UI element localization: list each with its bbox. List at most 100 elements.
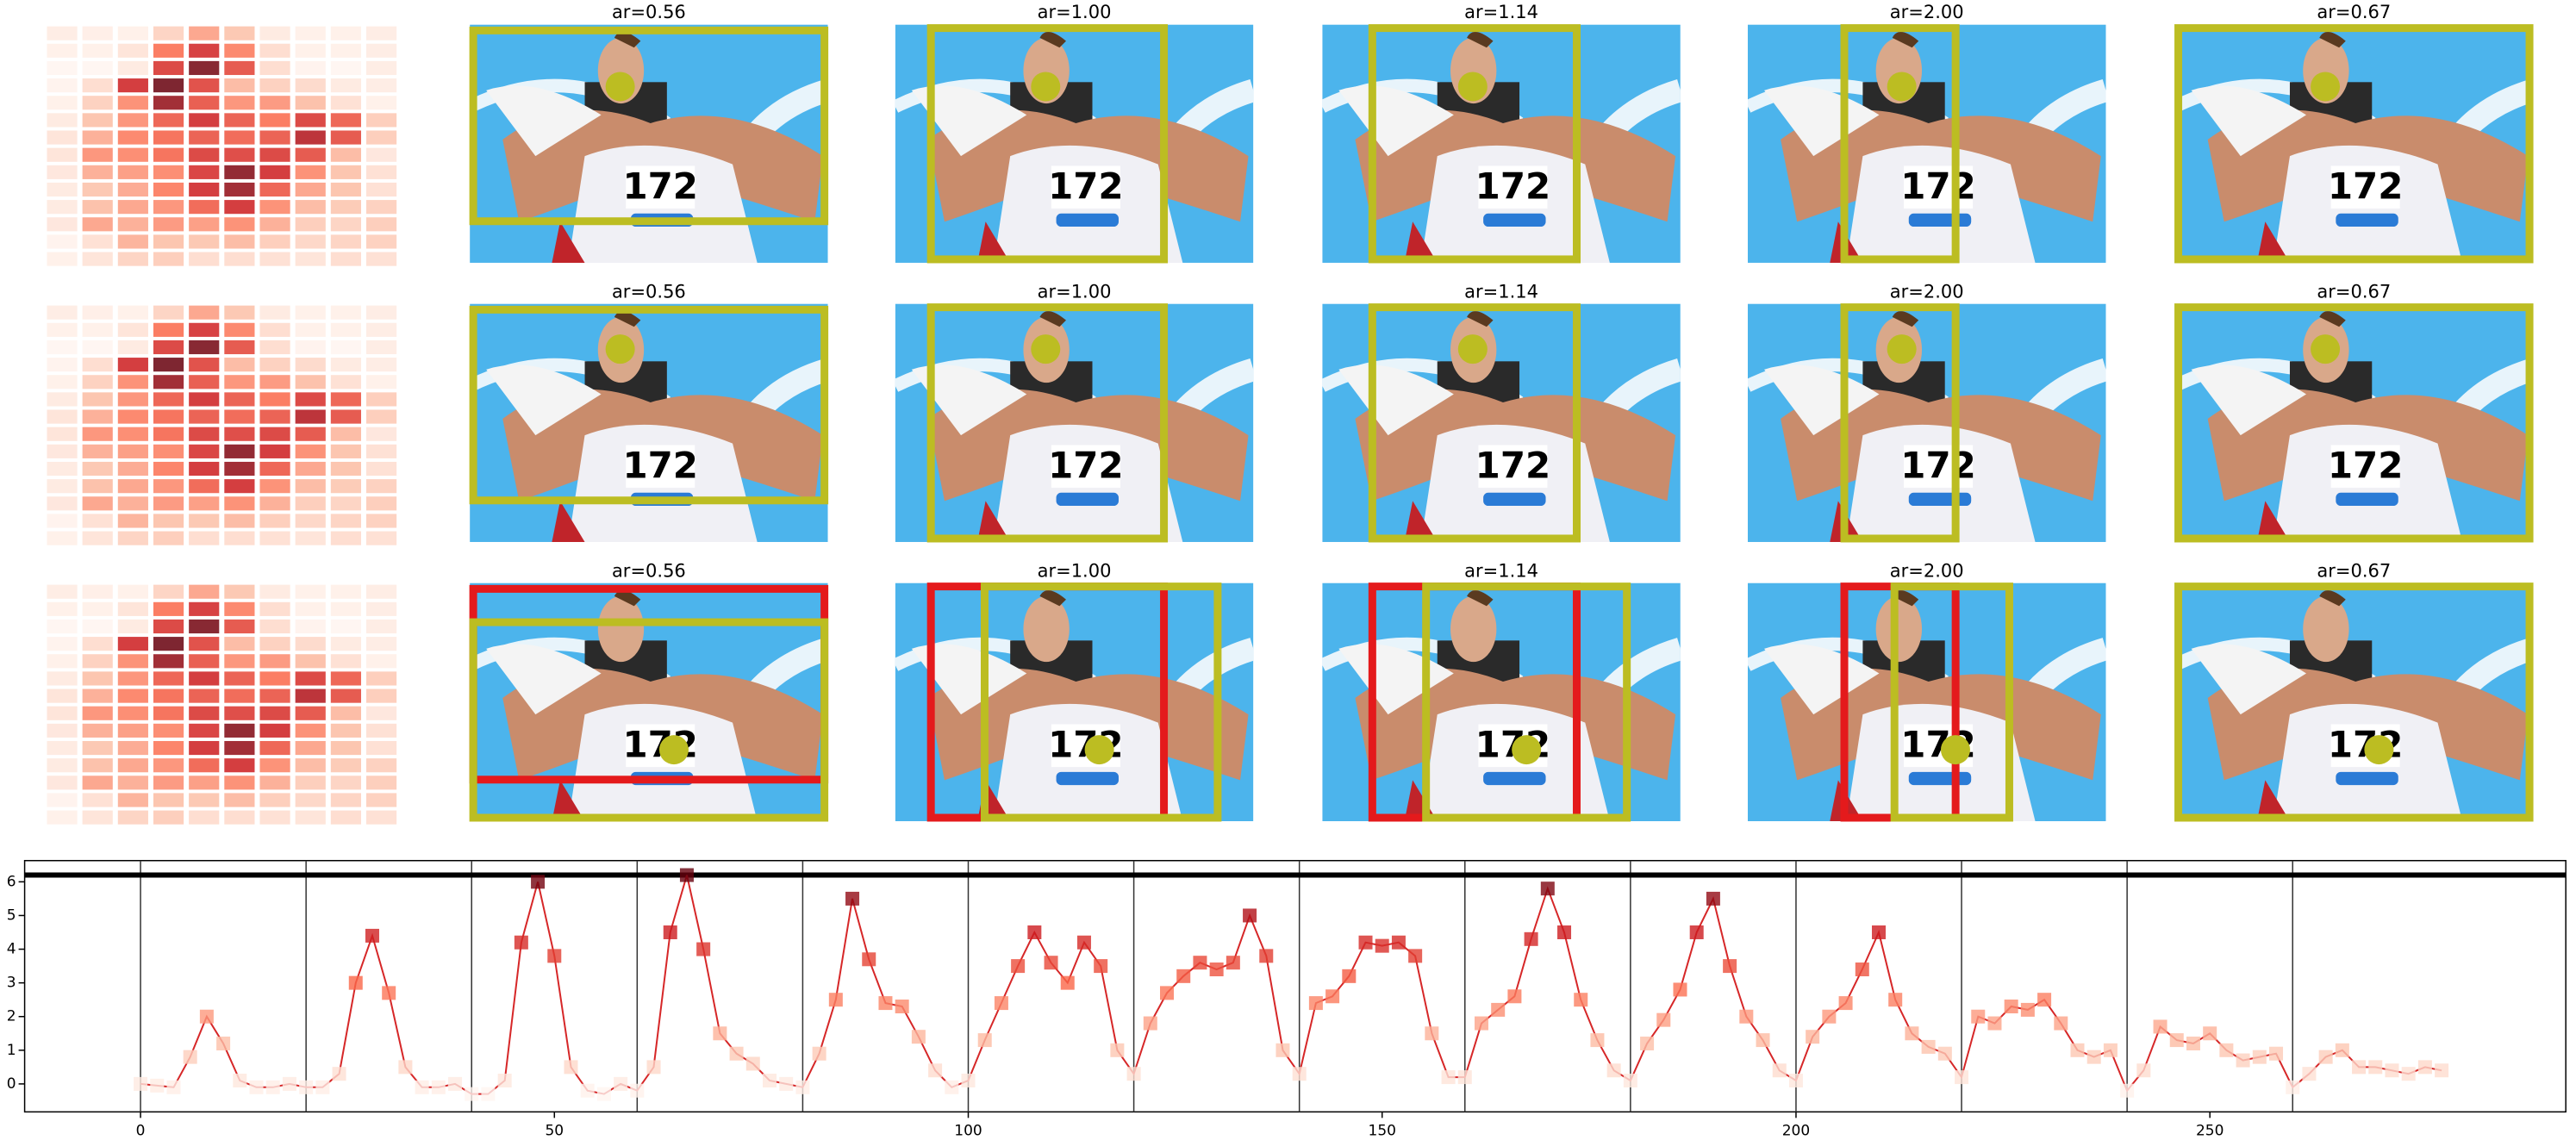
panel-title: ar=0.56 bbox=[612, 2, 686, 22]
heatmap-cell bbox=[330, 740, 361, 756]
heatmap-cell bbox=[259, 130, 290, 145]
point-marker bbox=[1457, 72, 1488, 102]
data-point bbox=[1689, 925, 1704, 940]
heatmap-cell bbox=[189, 479, 220, 494]
point-marker bbox=[1512, 735, 1542, 765]
heatmap-cell bbox=[153, 182, 184, 197]
heatmap-cell bbox=[47, 340, 78, 355]
heatmap-cell bbox=[365, 584, 397, 599]
data-point bbox=[1474, 1016, 1488, 1031]
heatmap-cell bbox=[259, 601, 290, 616]
data-point bbox=[1143, 1016, 1157, 1031]
heatmap-cell bbox=[153, 740, 184, 756]
heatmap-cell bbox=[47, 409, 78, 424]
photo bbox=[895, 304, 1254, 542]
data-point bbox=[1425, 1026, 1439, 1041]
y-tick-label: 6 bbox=[7, 873, 16, 890]
x-tick-label: 100 bbox=[954, 1122, 982, 1139]
plot-frame bbox=[23, 859, 2567, 1113]
heatmap-cell bbox=[365, 78, 397, 93]
heatmap-cell bbox=[330, 340, 361, 355]
point-marker bbox=[605, 72, 635, 102]
photo bbox=[470, 304, 828, 542]
point-marker bbox=[1940, 735, 1970, 765]
data-point bbox=[795, 1080, 810, 1094]
heatmap-cell bbox=[153, 43, 184, 58]
heatmap-cell bbox=[153, 461, 184, 477]
heatmap-cell bbox=[365, 531, 397, 545]
heatmap-cell bbox=[47, 43, 78, 58]
heatmap-cell bbox=[365, 793, 397, 807]
heatmap-cell bbox=[47, 654, 78, 669]
heatmap-cell bbox=[330, 113, 361, 128]
heatmap-cell bbox=[295, 601, 326, 616]
heatmap-cell bbox=[330, 654, 361, 669]
heatmap-cell bbox=[47, 375, 78, 389]
data-point bbox=[1937, 1046, 1952, 1061]
heatmap-cell bbox=[259, 305, 290, 320]
photo bbox=[895, 583, 1254, 821]
heatmap-cell bbox=[365, 252, 397, 266]
data-point bbox=[1806, 1030, 1820, 1044]
heatmap-cell bbox=[189, 637, 220, 651]
heatmap-cell bbox=[189, 130, 220, 145]
data-point bbox=[282, 1076, 296, 1091]
heatmap-cell bbox=[365, 496, 397, 511]
x-tick-label: 50 bbox=[545, 1122, 564, 1139]
heatmap-cell bbox=[295, 740, 326, 756]
heatmap-cell bbox=[330, 461, 361, 477]
heatmap-cell bbox=[153, 601, 184, 616]
data-point bbox=[166, 1080, 181, 1094]
heatmap-cell bbox=[153, 305, 184, 320]
data-point bbox=[2269, 1046, 2284, 1061]
heatmap-cell bbox=[82, 444, 113, 458]
heatmap-cell bbox=[365, 165, 397, 179]
heatmap-cell bbox=[189, 234, 220, 249]
heatmap-cell bbox=[47, 147, 78, 162]
heatmap-cell bbox=[330, 810, 361, 825]
heatmap-cell bbox=[330, 78, 361, 93]
heatmap-cell bbox=[330, 619, 361, 634]
heatmap-cell bbox=[189, 392, 220, 407]
data-point bbox=[1557, 925, 1572, 940]
heatmap-cell bbox=[224, 217, 255, 232]
heatmap-cell bbox=[259, 776, 290, 790]
heatmap-cell bbox=[295, 252, 326, 266]
heatmap-cell bbox=[153, 723, 184, 738]
point-marker bbox=[1887, 334, 1917, 364]
heatmap-cell bbox=[295, 409, 326, 424]
heatmap-cell bbox=[365, 234, 397, 249]
heatmap-cell bbox=[365, 444, 397, 458]
data-point bbox=[1126, 1067, 1141, 1081]
heatmap-cell bbox=[330, 375, 361, 389]
heatmap-cell bbox=[259, 234, 290, 249]
heatmap-cell bbox=[117, 340, 148, 355]
heatmap-cell bbox=[82, 234, 113, 249]
heatmap-cell bbox=[82, 619, 113, 634]
heatmap-cell bbox=[295, 810, 326, 825]
heatmap-cell bbox=[295, 619, 326, 634]
heatmap-cell bbox=[330, 584, 361, 599]
heatmap-cell bbox=[47, 234, 78, 249]
data-point bbox=[729, 1046, 744, 1061]
data-point bbox=[1955, 1070, 1969, 1085]
heatmap-cell bbox=[117, 758, 148, 773]
heatmap-cell bbox=[295, 305, 326, 320]
heatmap-cell bbox=[153, 531, 184, 545]
photo bbox=[2175, 25, 2534, 263]
heatmap-cell bbox=[47, 776, 78, 790]
heatmap-cell bbox=[189, 113, 220, 128]
point-marker bbox=[1031, 72, 1061, 102]
heatmap-cell bbox=[330, 793, 361, 807]
data-point bbox=[547, 949, 562, 963]
heatmap-cell bbox=[259, 392, 290, 407]
panel-title: ar=0.67 bbox=[2317, 560, 2391, 581]
bounding-box bbox=[926, 24, 1169, 264]
heatmap-cell bbox=[295, 758, 326, 773]
heatmap-cell bbox=[153, 427, 184, 441]
data-point bbox=[1160, 986, 1175, 1000]
data-point bbox=[2120, 1083, 2135, 1098]
heatmap-cell bbox=[295, 234, 326, 249]
heatmap-cell bbox=[117, 182, 148, 197]
